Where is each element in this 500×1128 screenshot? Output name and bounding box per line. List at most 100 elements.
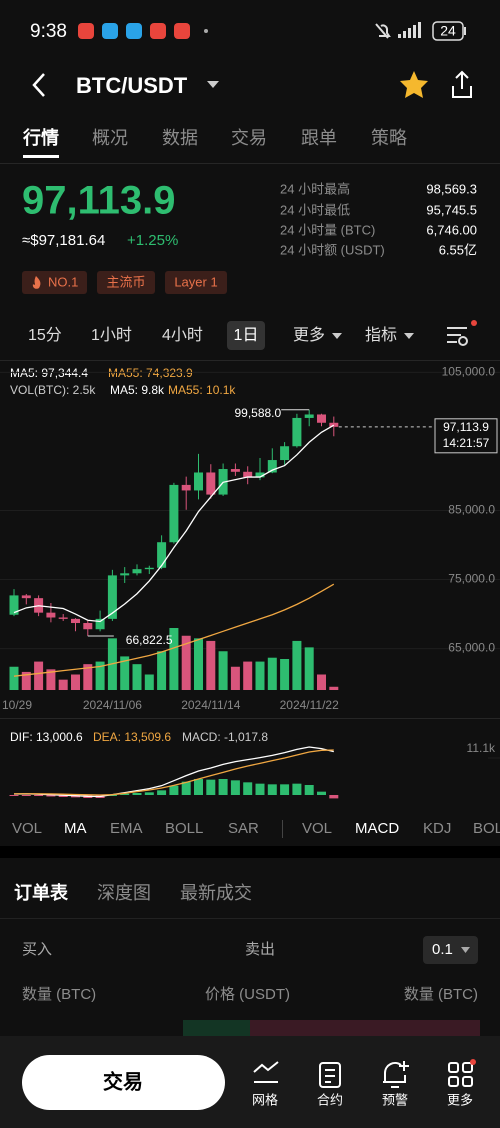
indicator[interactable]: EMA: [110, 820, 143, 837]
stat-label: 24 小时量 (BTC): [280, 222, 375, 237]
macd-bar: [280, 784, 290, 795]
interval-more[interactable]: 更多: [293, 326, 325, 344]
indicator[interactable]: BOLL: [473, 820, 500, 837]
low-label: 66,822.5: [126, 633, 173, 647]
candle-body: [169, 484, 179, 543]
orderbook-tab[interactable]: 订单表: [14, 882, 69, 903]
macd-bar: [194, 779, 203, 795]
nav-label[interactable]: 合约: [317, 1092, 343, 1107]
stat-label: 24 小时最低: [280, 202, 350, 217]
macd-bar: [132, 793, 142, 795]
macd-bar: [120, 793, 130, 795]
flame-icon: [32, 276, 41, 289]
favorite-star[interactable]: [400, 71, 428, 98]
macd-bar: [317, 791, 326, 795]
tag[interactable]: [165, 271, 227, 294]
interval[interactable]: 4小时: [162, 326, 203, 344]
tab[interactable]: 跟单: [301, 128, 337, 148]
x-tick-label: 2024/11/14: [181, 698, 240, 712]
contract-icon[interactable]: [319, 1062, 341, 1088]
bid-depth: [183, 1020, 250, 1040]
candle-body: [194, 472, 203, 491]
candle-body: [280, 446, 290, 461]
trade-button[interactable]: [22, 1055, 225, 1110]
stat-value: 95,745.5: [426, 202, 477, 217]
column-header: 数量 (BTC): [22, 986, 96, 1003]
indicator[interactable]: BOLL: [165, 820, 203, 837]
nav-label[interactable]: 预警: [382, 1092, 408, 1107]
interval[interactable]: 15分: [28, 326, 62, 344]
indicator-menu[interactable]: 指标: [365, 326, 397, 344]
interval[interactable]: 1小时: [91, 326, 132, 344]
share-button[interactable]: [452, 70, 472, 98]
volume-bar: [280, 659, 290, 690]
indicator[interactable]: VOL: [12, 820, 42, 837]
macd-bar: [267, 784, 277, 795]
back-button[interactable]: [32, 73, 45, 97]
tab[interactable]: 行情: [22, 127, 59, 148]
volume-bar: [304, 647, 314, 690]
divider: [0, 163, 500, 164]
volume-bar: [329, 686, 339, 690]
tab[interactable]: 数据: [162, 128, 198, 148]
price-change: +1.25%: [127, 232, 178, 249]
tag[interactable]: [97, 271, 155, 294]
buy-label: 买入: [22, 941, 52, 958]
trade-button-label: 交易: [103, 1069, 143, 1093]
ma5-legend: MA5: 97,344.4: [10, 366, 88, 380]
more-icon[interactable]: [448, 1059, 476, 1087]
candle-body: [267, 460, 277, 473]
chart-settings[interactable]: [447, 320, 477, 346]
indicator[interactable]: MA: [64, 820, 87, 837]
y-tick-label: 75,000.0: [448, 572, 495, 586]
column-header: 价格 (USDT): [205, 986, 290, 1003]
dea-legend: DEA: 13,509.6: [93, 730, 171, 744]
volume-bar: [206, 640, 216, 690]
dropdown-arrow: [332, 333, 342, 339]
divider: [0, 718, 500, 719]
volume-bar: [267, 657, 277, 690]
pair-title[interactable]: BTC/USDT: [76, 73, 188, 98]
stat-value: 98,569.3: [426, 181, 477, 196]
candle-body: [107, 575, 117, 619]
indicator[interactable]: SAR: [228, 820, 259, 837]
candle-body: [181, 484, 191, 491]
candle-body: [83, 623, 93, 630]
tab[interactable]: 交易: [231, 128, 267, 148]
candle-body: [9, 595, 19, 615]
dif-legend: DIF: 13,000.6: [10, 730, 83, 744]
candle-body: [46, 612, 56, 618]
volume-bar: [58, 679, 68, 690]
indicator[interactable]: KDJ: [423, 820, 451, 837]
macd-bar: [58, 795, 68, 797]
tab[interactable]: 概况: [92, 128, 128, 148]
y-tick-label: 85,000.0: [448, 503, 495, 517]
y-tick-label: 65,000.0: [448, 641, 495, 655]
tab[interactable]: 策略: [371, 128, 407, 148]
alert-icon[interactable]: [383, 1061, 409, 1088]
macd-bar: [9, 795, 19, 796]
last-price-time: 14:21:57: [443, 436, 490, 450]
indicator[interactable]: VOL: [302, 820, 332, 837]
step-value: 0.1: [432, 941, 453, 958]
grid-icon[interactable]: [253, 1061, 279, 1083]
nav-label[interactable]: 更多: [447, 1092, 473, 1107]
interval[interactable]: 1日: [234, 327, 259, 344]
nav-label[interactable]: 网格: [252, 1092, 278, 1107]
dif-line: [13, 746, 334, 798]
orderbook-tab[interactable]: 最新成交: [180, 883, 252, 903]
volume-bar: [71, 674, 80, 690]
ask-depth: [250, 1020, 480, 1040]
stat-label: 24 小时额 (USDT): [280, 242, 385, 257]
column-header: 数量 (BTC): [404, 986, 478, 1003]
step-selector[interactable]: [423, 936, 478, 964]
candle-body: [21, 595, 31, 599]
orderbook-tab[interactable]: 深度图: [97, 883, 151, 903]
ma55-line: [13, 583, 335, 677]
volume-bar: [255, 661, 265, 690]
pair-dropdown[interactable]: [207, 81, 219, 88]
indicator[interactable]: MACD: [355, 820, 399, 837]
fiat-price: ≈$97,181.64: [22, 232, 105, 249]
candle-body: [230, 469, 240, 472]
candle-body: [329, 422, 339, 427]
